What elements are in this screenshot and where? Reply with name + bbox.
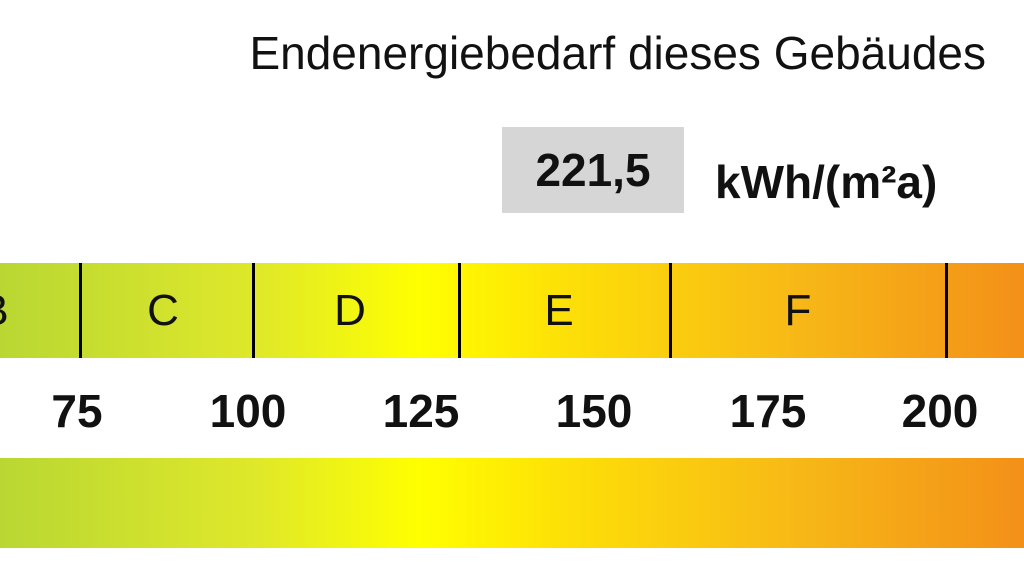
class-label-b: B <box>0 286 9 336</box>
class-divider <box>458 263 461 358</box>
class-scale-bar <box>0 263 1024 358</box>
class-label-e: E <box>544 286 574 335</box>
title: Endenergiebedarf dieses Gebäudes <box>249 27 986 79</box>
tick-label: 200 <box>901 385 979 437</box>
tick-label: 175 <box>729 385 807 437</box>
class-divider <box>252 263 255 358</box>
class-label-c: C <box>147 286 179 335</box>
tick-label: 75 <box>51 385 103 437</box>
class-label-f: F <box>784 286 812 335</box>
gradient-scale-bar <box>0 458 1024 548</box>
class-divider <box>79 263 82 358</box>
class-label-d: D <box>334 286 366 335</box>
tick-label: 150 <box>555 385 633 437</box>
energy-unit: kWh/(m²a) <box>715 156 938 208</box>
energy-value: 221,5 <box>502 127 684 213</box>
tick-label: 125 <box>382 385 460 437</box>
tick-label: 100 <box>209 385 287 437</box>
class-divider <box>669 263 672 358</box>
class-divider <box>945 263 948 358</box>
